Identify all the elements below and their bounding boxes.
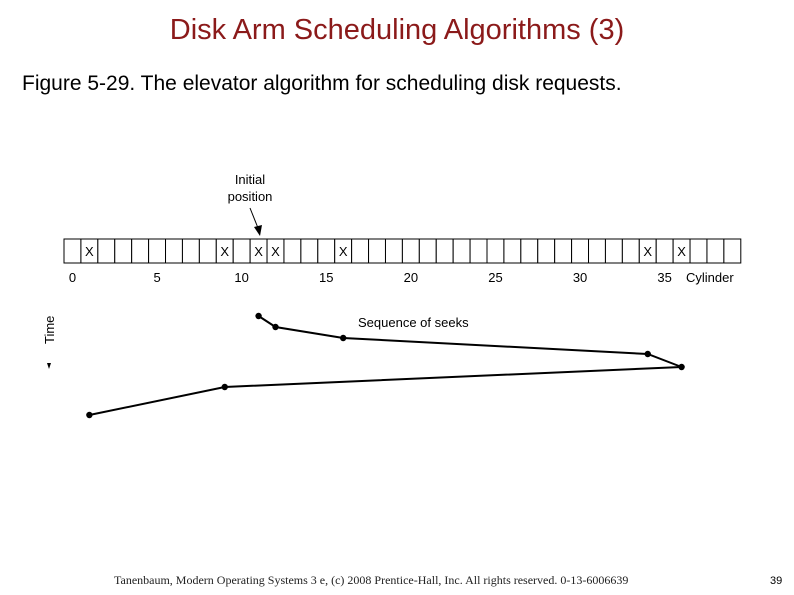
seek-line (89, 315, 682, 416)
cylinder-axis-label: Cylinder (686, 270, 734, 285)
seek-point (86, 411, 93, 419)
tick-label: 15 (319, 270, 333, 285)
cylinder-cell (181, 238, 200, 264)
cylinder-cell (97, 238, 116, 264)
time-axis-label: Time (42, 316, 57, 344)
tick-label: 35 (657, 270, 671, 285)
cylinder-cell (351, 238, 370, 264)
request-mark: X (677, 244, 686, 259)
cylinder-cell (486, 238, 505, 264)
cylinder-cell (655, 238, 674, 264)
figure-caption: Figure 5-29. The elevator algorithm for … (22, 72, 622, 95)
seek-point (644, 350, 651, 358)
cylinder-cell (368, 238, 386, 264)
cylinder-cell (401, 238, 420, 264)
time-arrow-icon (47, 363, 51, 369)
seek-point (678, 363, 685, 371)
page-number: 39 (770, 575, 783, 587)
seek-sequence-label: Sequence of seeks (358, 315, 469, 330)
initial-position-arrow (249, 207, 262, 236)
request-mark: X (643, 244, 652, 259)
cylinder-cell (435, 238, 454, 264)
request-mark: X (220, 244, 229, 259)
cylinder-cell (165, 238, 183, 264)
cylinder-cell (283, 238, 302, 264)
cylinder-cell (63, 238, 82, 264)
tick-label: 30 (573, 270, 587, 285)
cylinder-cell (520, 238, 539, 264)
tick-label: 0 (69, 270, 76, 285)
initial-label-line1: Initial (235, 172, 265, 187)
tick-label: 5 (153, 270, 160, 285)
cylinder-tick-labels: 0 5 10 15 20 25 30 35 (69, 270, 672, 285)
cylinder-cell (571, 238, 590, 264)
tick-label: 10 (234, 270, 248, 285)
cylinder-cell (723, 238, 742, 264)
initial-label-line2: position (228, 189, 273, 204)
cylinder-cell (232, 238, 251, 264)
cylinder-cell (588, 238, 606, 264)
seek-point (339, 334, 347, 342)
cylinder-cell (317, 238, 336, 264)
cylinder-cell (503, 238, 522, 264)
cylinder-cell (384, 238, 403, 264)
cylinder-cell (537, 238, 556, 264)
cylinder-cell (114, 238, 133, 264)
request-mark: X (254, 244, 263, 259)
cylinder-cell (621, 238, 640, 264)
slide-title: Disk Arm Scheduling Algorithms (3) (169, 14, 625, 46)
cylinder-cell (148, 238, 167, 264)
cylinder-cell (300, 238, 319, 264)
cylinder-cell (418, 238, 437, 264)
tick-label: 20 (404, 270, 418, 285)
cylinder-cell (706, 238, 725, 264)
request-mark: X (85, 244, 94, 259)
seek-path (86, 312, 685, 419)
tick-label: 25 (488, 270, 502, 285)
seek-point (255, 312, 262, 320)
seek-point (272, 323, 279, 331)
cylinder-cell (604, 238, 623, 264)
cylinder-cell (689, 238, 708, 264)
copyright-footer: Tanenbaum, Modern Operating Systems 3 e,… (114, 573, 629, 587)
cylinder-cell (198, 238, 217, 264)
cylinder-cell (554, 238, 573, 264)
cylinder-cell (131, 238, 150, 264)
cylinder-cell (469, 238, 488, 264)
request-mark: X (339, 244, 348, 259)
seek-point (221, 383, 228, 391)
cylinder-cell (452, 238, 471, 264)
request-mark: X (271, 244, 280, 259)
